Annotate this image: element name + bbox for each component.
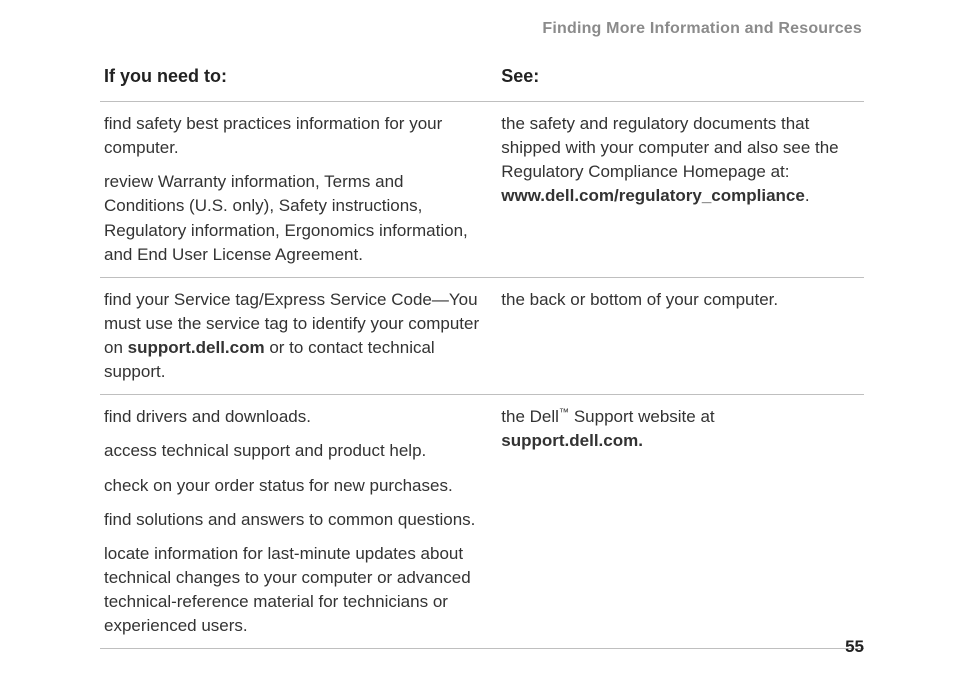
text-segment: www.dell.com/regulatory_compliance: [501, 186, 805, 205]
table-row: find your Service tag/Express Service Co…: [100, 277, 864, 395]
cell-paragraph: find solutions and answers to common que…: [104, 508, 487, 532]
cell-paragraph: the Dell™ Support website at support.del…: [501, 405, 854, 453]
running-head: Finding More Information and Resources: [100, 20, 864, 38]
cell-need: find your Service tag/Express Service Co…: [100, 277, 497, 395]
cell-need: find safety best practices information f…: [100, 102, 497, 278]
cell-paragraph: find safety best practices information f…: [104, 112, 487, 160]
cell-paragraph: locate information for last-minute updat…: [104, 542, 487, 639]
table-row: find drivers and downloads. access techni…: [100, 395, 864, 649]
text-segment: the safety and regulatory documents that…: [501, 114, 838, 181]
cell-paragraph: find your Service tag/Express Service Co…: [104, 288, 487, 385]
cell-paragraph: find drivers and downloads.: [104, 405, 487, 429]
text-segment: ™: [559, 408, 569, 419]
cell-need: find drivers and downloads. access techni…: [100, 395, 497, 649]
cell-paragraph: review Warranty information, Terms and C…: [104, 170, 487, 267]
text-segment: support.dell.com: [128, 338, 265, 357]
text-segment: .: [805, 186, 810, 205]
text-segment: the Dell: [501, 407, 559, 426]
cell-paragraph: the safety and regulatory documents that…: [501, 112, 854, 209]
cell-see: the safety and regulatory documents that…: [497, 102, 864, 278]
page-number: 55: [845, 637, 864, 657]
table-header-row: If you need to: See:: [100, 66, 864, 102]
resources-table: If you need to: See: find safety best pr…: [100, 66, 864, 649]
cell-see: the back or bottom of your computer.: [497, 277, 864, 395]
col-header-need: If you need to:: [100, 66, 497, 102]
cell-paragraph: access technical support and product hel…: [104, 439, 487, 463]
text-segment: support.dell.com.: [501, 431, 643, 450]
table-body: find safety best practices information f…: [100, 102, 864, 649]
table-row: find safety best practices information f…: [100, 102, 864, 278]
cell-paragraph: check on your order status for new purch…: [104, 474, 487, 498]
cell-paragraph: the back or bottom of your computer.: [501, 288, 854, 312]
cell-see: the Dell™ Support website at support.del…: [497, 395, 864, 649]
document-page: Finding More Information and Resources I…: [0, 0, 954, 677]
col-header-see: See:: [497, 66, 864, 102]
text-segment: Support website at: [569, 407, 715, 426]
